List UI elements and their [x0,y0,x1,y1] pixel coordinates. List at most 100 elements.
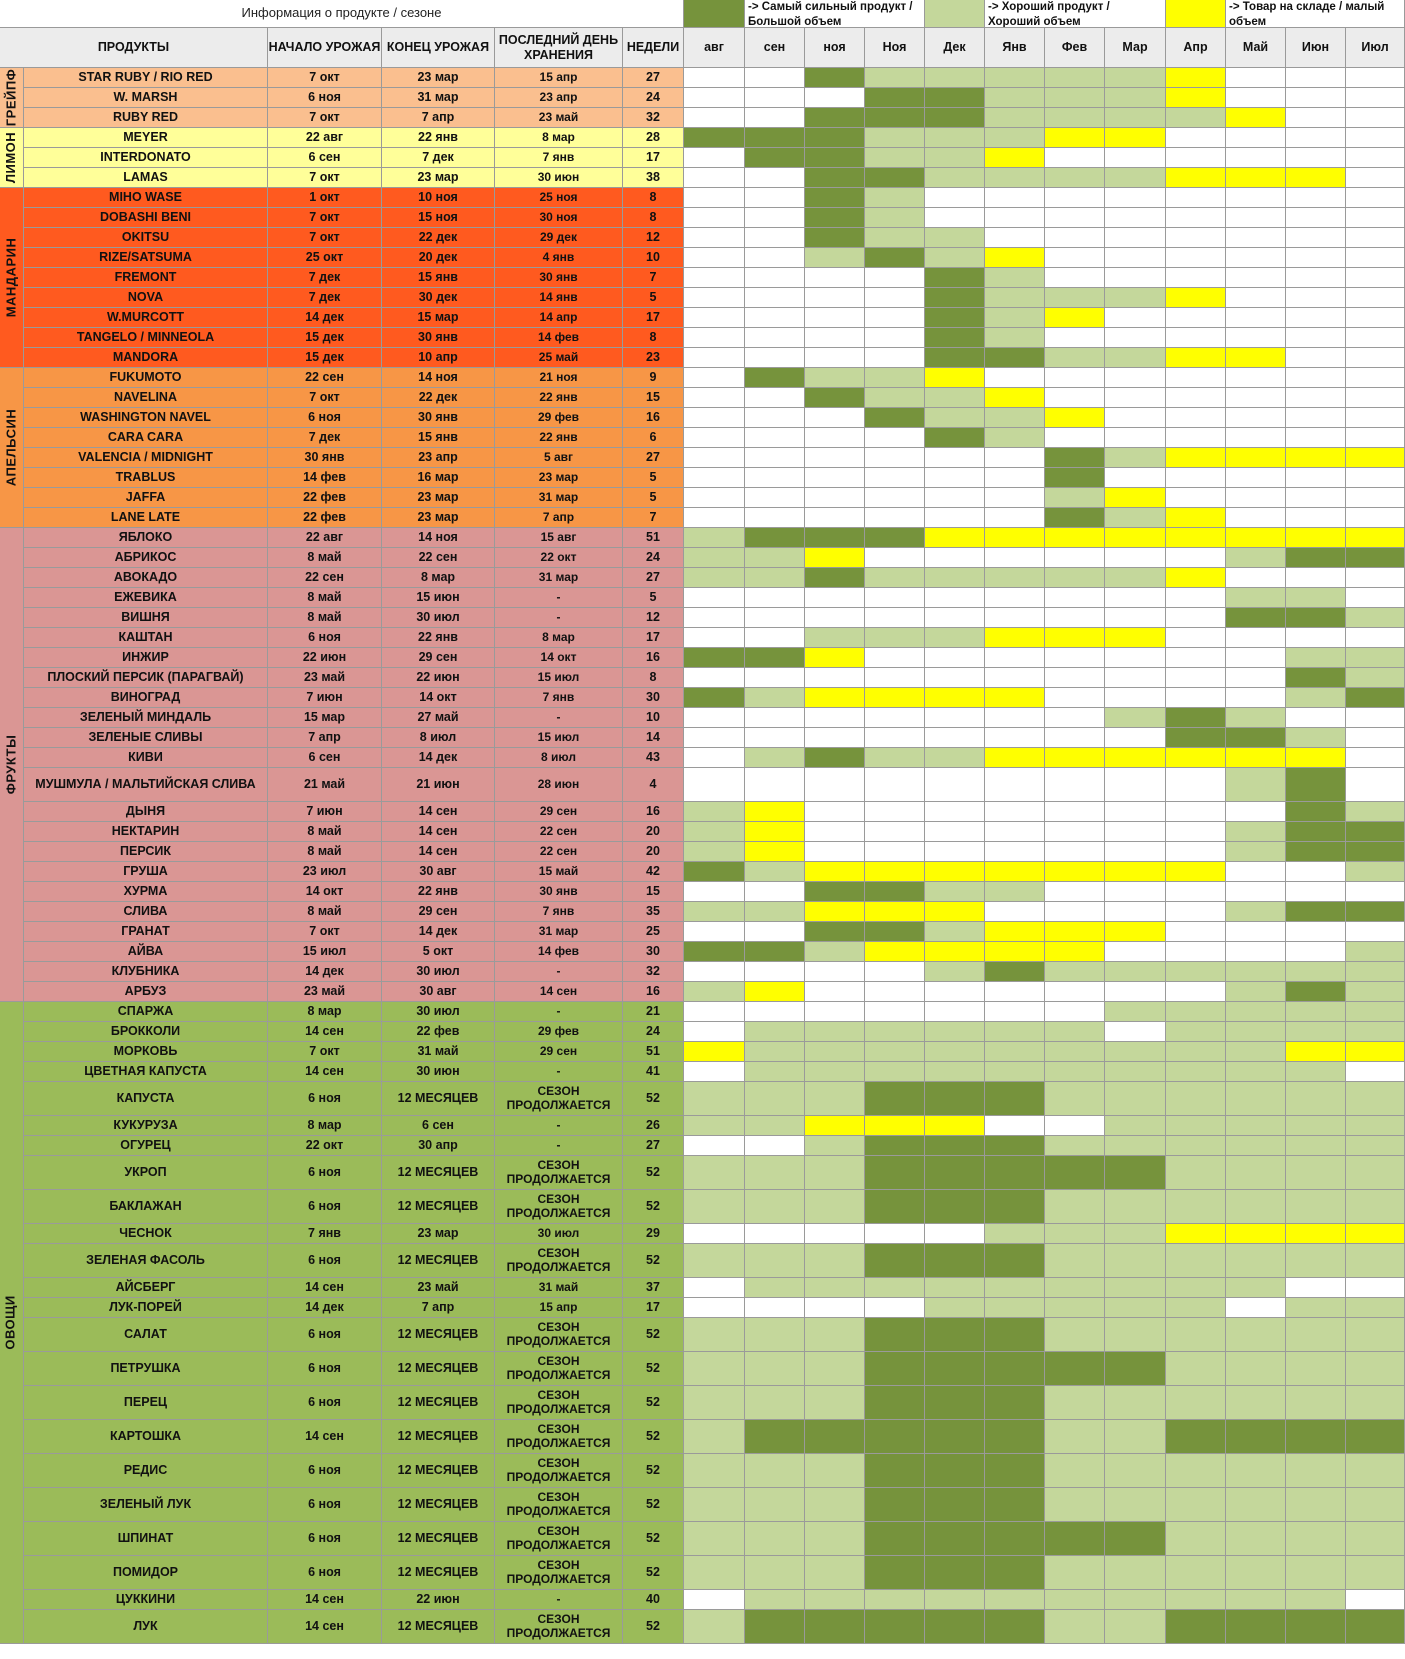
harvest-start: 15 дек [268,328,382,348]
month-cell [1286,1556,1346,1590]
month-cell [805,448,865,468]
month-cell [1286,588,1346,608]
month-cell [805,328,865,348]
month-cell [805,982,865,1002]
month-cell [1105,588,1166,608]
harvest-end: 20 дек [382,248,495,268]
month-cell [865,1042,925,1062]
weeks: 7 [623,268,684,288]
month-cell [925,288,985,308]
header-month: Май [1226,28,1286,68]
month-cell [684,882,745,902]
weeks: 12 [623,228,684,248]
product-name: ЗЕЛЕНЫЕ СЛИВЫ [24,728,268,748]
harvest-start: 7 июн [268,688,382,708]
month-cell [1105,288,1166,308]
month-cell [985,1244,1045,1278]
month-cell [865,208,925,228]
last-storage-day: СЕЗОН ПРОДОЛЖАЕТСЯ [495,1454,623,1488]
product-name: OKITSU [24,228,268,248]
month-cell [985,1488,1045,1522]
last-storage-day: 30 июл [495,1224,623,1244]
month-cell [925,268,985,288]
last-storage-day: 28 июн [495,768,623,802]
month-cell [1105,388,1166,408]
month-cell [985,388,1045,408]
month-cell [1105,668,1166,688]
month-cell [1346,468,1405,488]
legend-swatch [925,0,985,28]
month-cell [1045,1318,1105,1352]
month-cell [805,1488,865,1522]
month-cell [1105,728,1166,748]
month-cell [865,228,925,248]
month-cell [1105,1386,1166,1420]
month-cell [865,668,925,688]
month-cell [925,1298,985,1318]
month-cell [1226,268,1286,288]
month-cell [684,1386,745,1420]
month-cell [1286,1454,1346,1488]
month-cell [1346,1062,1405,1082]
month-cell [985,128,1045,148]
month-cell [925,688,985,708]
month-cell [1226,448,1286,468]
month-cell [1226,308,1286,328]
month-cell [1105,1022,1166,1042]
weeks: 52 [623,1190,684,1224]
month-cell [1045,388,1105,408]
month-cell [1346,248,1405,268]
month-cell [745,1082,805,1116]
month-cell [745,942,805,962]
month-cell [1166,528,1226,548]
month-cell [805,1590,865,1610]
month-cell [805,748,865,768]
product-name: ЯБЛОКО [24,528,268,548]
month-cell [865,708,925,728]
month-cell [1346,962,1405,982]
last-storage-day: СЕЗОН ПРОДОЛЖАЕТСЯ [495,1386,623,1420]
month-cell [1286,648,1346,668]
month-cell [745,668,805,688]
month-cell [1166,728,1226,748]
harvest-start: 8 май [268,842,382,862]
month-cell [985,308,1045,328]
month-cell [985,1522,1045,1556]
harvest-end: 15 янв [382,268,495,288]
month-cell [1286,548,1346,568]
last-storage-day: 29 фев [495,1022,623,1042]
month-cell [925,148,985,168]
month-cell [865,1610,925,1644]
month-cell [985,1386,1045,1420]
month-cell [1166,982,1226,1002]
month-cell [985,228,1045,248]
month-cell [1166,1298,1226,1318]
month-cell [865,428,925,448]
harvest-start: 6 ноя [268,1522,382,1556]
month-cell [1045,1488,1105,1522]
product-name: АБРИКОС [24,548,268,568]
group-label-text: МАНДАРИН [3,237,19,318]
month-cell [865,1386,925,1420]
month-cell [1286,1082,1346,1116]
weeks: 32 [623,108,684,128]
month-cell [1346,628,1405,648]
month-cell [1166,1352,1226,1386]
month-cell [684,588,745,608]
last-storage-day: СЕЗОН ПРОДОЛЖАЕТСЯ [495,1556,623,1590]
month-cell [684,148,745,168]
weeks: 16 [623,408,684,428]
month-cell [1346,108,1405,128]
month-cell [1105,942,1166,962]
weeks: 16 [623,982,684,1002]
month-cell [684,228,745,248]
group-label-text: ФРУКТЫ [3,734,19,795]
month-cell [1045,1156,1105,1190]
month-cell [925,208,985,228]
month-cell [745,588,805,608]
harvest-start: 8 май [268,822,382,842]
month-cell [805,188,865,208]
month-cell [1045,942,1105,962]
harvest-start: 14 сен [268,1590,382,1610]
month-cell [745,1062,805,1082]
